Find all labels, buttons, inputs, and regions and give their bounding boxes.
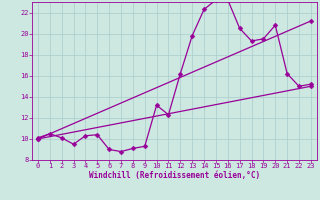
X-axis label: Windchill (Refroidissement éolien,°C): Windchill (Refroidissement éolien,°C) [89, 171, 260, 180]
